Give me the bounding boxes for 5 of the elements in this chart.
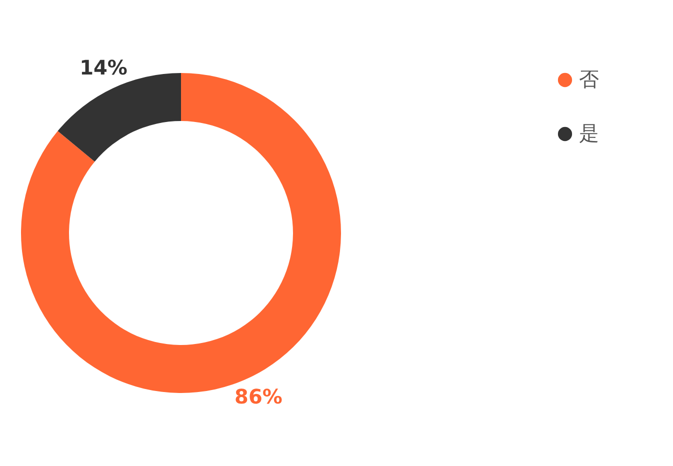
legend-label: 否 (579, 67, 599, 91)
donut-slice (58, 73, 181, 162)
data-label: 14% (80, 55, 128, 80)
legend-label: 是 (579, 121, 599, 145)
data-label: 86% (234, 384, 282, 409)
